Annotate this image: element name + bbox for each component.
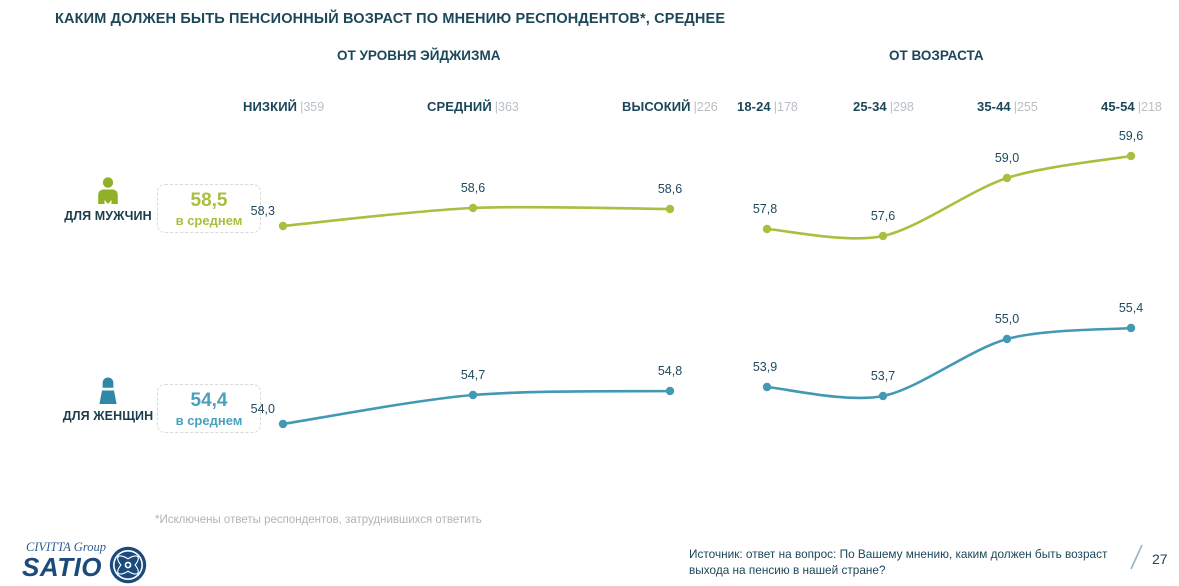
- page-slash-divider: [1130, 544, 1143, 570]
- footnote: *Исключены ответы респондентов, затрудни…: [155, 514, 482, 526]
- data-point-women-age-1: [878, 391, 888, 401]
- average-box-men: 58,5 в среднем: [157, 184, 261, 233]
- column-header-label: СРЕДНИЙ: [427, 99, 492, 114]
- data-label-men-age-0: 57,8: [752, 202, 778, 216]
- logo: CIVITTA Group SATIO: [12, 540, 162, 584]
- data-label-men-ageism-2: 58,6: [657, 182, 683, 196]
- line-men-age: [765, 154, 1133, 240]
- data-point-women-age-3: [1126, 323, 1136, 333]
- column-header-count: |218: [1137, 100, 1162, 114]
- column-header-count: |226: [693, 100, 718, 114]
- column-header-18-24: 18-24 |178: [737, 99, 798, 114]
- male-person-icon: [98, 177, 118, 204]
- column-header-label: НИЗКИЙ: [243, 99, 298, 114]
- data-label-men-ageism-0: 58,3: [250, 204, 275, 218]
- data-label-men-ageism-1: 58,6: [460, 181, 486, 195]
- average-value-women: 54,4: [190, 390, 228, 411]
- data-label-women-age-3: 55,4: [1118, 301, 1144, 315]
- column-header-count: |359: [300, 100, 325, 114]
- average-value-men: 58,5: [190, 190, 228, 211]
- data-point-men-ageism-1: [468, 203, 478, 213]
- row-side-label-women: ДЛЯ ЖЕНЩИН: [62, 409, 154, 423]
- data-point-men-age-3: [1126, 151, 1136, 161]
- data-label-women-ageism-2: 54,8: [657, 364, 683, 378]
- column-header-label: 18-24: [737, 99, 771, 114]
- column-header-45-54: 45-54 |218: [1101, 99, 1162, 114]
- column-header-средний: СРЕДНИЙ |363: [427, 99, 519, 114]
- column-header-25-34: 25-34 |298: [853, 99, 914, 114]
- data-label-women-ageism-1: 54,7: [460, 368, 486, 382]
- data-point-men-ageism-0: [278, 221, 288, 231]
- row-side-men: ДЛЯ МУЖЧИН: [58, 176, 158, 223]
- column-header-label: ВЫСОКИЙ: [622, 99, 691, 114]
- page-number: 27: [1152, 551, 1168, 567]
- column-header-count: |178: [773, 100, 798, 114]
- data-point-men-ageism-2: [665, 204, 675, 214]
- column-header-label: 35-44: [977, 99, 1011, 114]
- column-header-низкий: НИЗКИЙ |359: [243, 99, 324, 114]
- data-point-women-age-2: [1002, 334, 1012, 344]
- column-header-count: |255: [1013, 100, 1038, 114]
- page-title: КАКИМ ДОЛЖЕН БЫТЬ ПЕНСИОННЫЙ ВОЗРАСТ ПО …: [55, 11, 726, 27]
- data-label-men-age-1: 57,6: [870, 209, 896, 223]
- data-point-men-age-1: [878, 231, 888, 241]
- line-men-ageism: [281, 205, 672, 228]
- data-label-men-age-3: 59,6: [1118, 129, 1144, 143]
- data-point-women-ageism-1: [468, 390, 478, 400]
- column-header-label: 25-34: [853, 99, 887, 114]
- data-label-women-age-0: 53,9: [752, 360, 778, 374]
- row-side-label-men: ДЛЯ МУЖЧИН: [64, 209, 152, 223]
- line-women-ageism: [281, 389, 672, 426]
- data-label-women-age-1: 53,7: [870, 369, 896, 383]
- column-header-35-44: 35-44 |255: [977, 99, 1038, 114]
- line-women-age: [765, 326, 1133, 400]
- logo-satio-text: SATIO: [22, 552, 103, 582]
- logo-civitta-text: CIVITTA Group: [26, 540, 106, 554]
- group-header-ageism: ОТ УРОВНЯ ЭЙДЖИЗМА: [337, 48, 501, 63]
- source-note: Источник: ответ на вопрос: По Вашему мне…: [689, 547, 1108, 577]
- average-box-women: 54,4 в среднем: [157, 384, 261, 433]
- data-label-women-age-2: 55,0: [994, 312, 1020, 326]
- data-point-women-ageism-2: [665, 386, 675, 396]
- column-header-label: 45-54: [1101, 99, 1135, 114]
- data-point-women-age-0: [762, 382, 772, 392]
- data-label-men-age-2: 59,0: [994, 151, 1020, 165]
- column-header-count: |298: [889, 100, 914, 114]
- column-header-высокий: ВЫСОКИЙ |226: [622, 99, 718, 114]
- group-header-age: ОТ ВОЗРАСТА: [889, 48, 984, 63]
- data-point-men-age-2: [1002, 173, 1012, 183]
- column-header-count: |363: [494, 100, 519, 114]
- average-caption-men: в среднем: [175, 213, 243, 228]
- row-side-women: ДЛЯ ЖЕНЩИН: [58, 376, 158, 423]
- data-point-women-ageism-0: [278, 419, 288, 429]
- average-caption-women: в среднем: [175, 413, 243, 428]
- data-point-men-age-0: [762, 224, 772, 234]
- atom-mark-icon: [109, 546, 147, 584]
- data-label-women-ageism-0: 54,0: [250, 402, 275, 416]
- female-person-icon: [99, 377, 117, 404]
